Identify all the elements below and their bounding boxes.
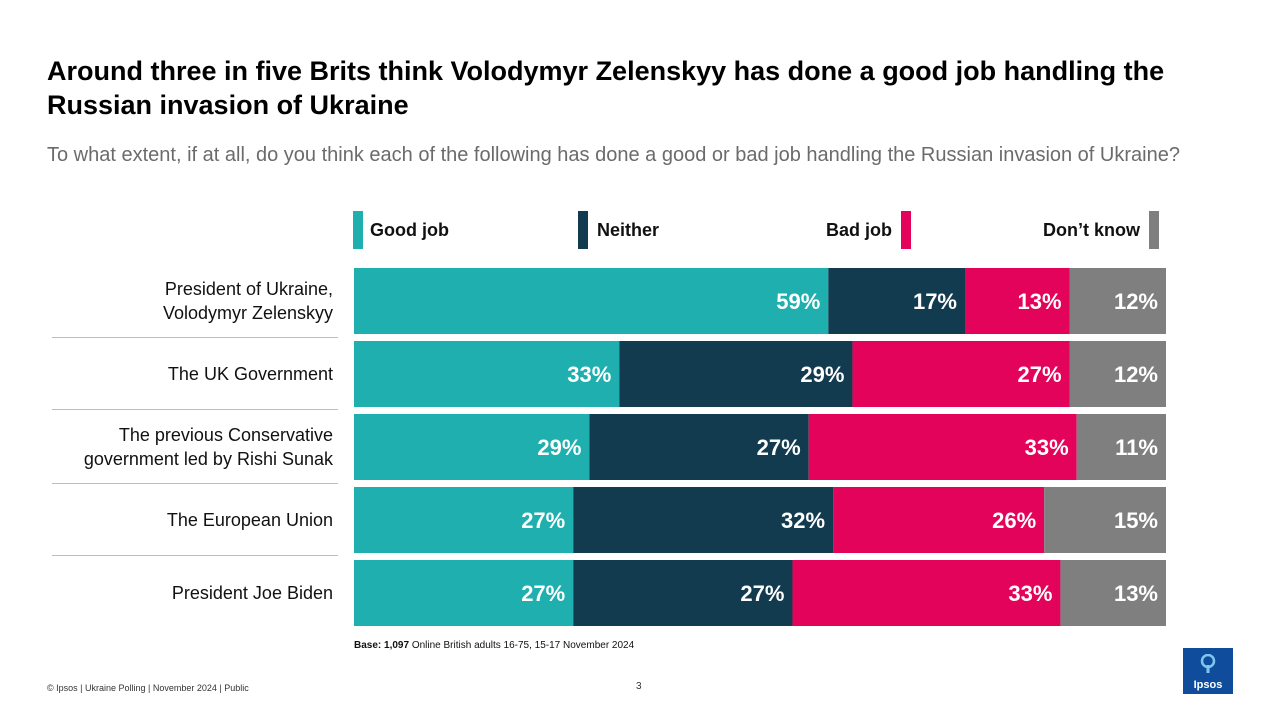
row-label: The European Union xyxy=(48,487,333,553)
bar-segment-good xyxy=(354,560,574,626)
row-divider xyxy=(52,555,338,556)
bar-segment-neither xyxy=(573,487,834,553)
data-label-neither: 27% xyxy=(757,435,801,460)
row-divider xyxy=(52,409,338,410)
footer-text: © Ipsos | Ukraine Polling | November 202… xyxy=(47,683,249,693)
bar-segment-good xyxy=(354,414,590,480)
base-note: Base: 1,097 Online British adults 16-75,… xyxy=(354,640,634,651)
data-label-dont-know: 13% xyxy=(1114,581,1158,606)
bar-segment-neither xyxy=(589,414,809,480)
ipsos-logo: Ipsos xyxy=(1183,648,1233,694)
legend-dont-know: Don’t know xyxy=(1043,211,1159,249)
legend-bad: Bad job xyxy=(826,211,911,249)
row-label-line: The previous Conservative xyxy=(118,425,333,445)
question-subtitle: To what extent, if at all, do you think … xyxy=(47,144,1180,166)
bar-segment-good xyxy=(354,268,829,334)
data-label-bad: 33% xyxy=(1025,435,1069,460)
data-label-good: 29% xyxy=(537,435,581,460)
bar-segment-dont-know xyxy=(1060,560,1166,626)
legend-bad-label: Bad job xyxy=(826,219,892,240)
ipsos-logo-mark-icon xyxy=(1200,654,1216,673)
data-label-good: 59% xyxy=(776,289,820,314)
bar-segment-bad xyxy=(965,268,1070,334)
page-title: Around three in five Brits think Volodym… xyxy=(47,56,1165,120)
legend-dont-know-label: Don’t know xyxy=(1043,219,1140,240)
base-note-text: Online British adults 16-75, 15-17 Novem… xyxy=(409,640,635,651)
legend-neither: Neither xyxy=(578,211,659,249)
row-label: President Joe Biden xyxy=(48,560,333,626)
data-label-bad: 13% xyxy=(1017,289,1061,314)
data-label-bad: 27% xyxy=(1017,362,1061,387)
bar-segment-neither xyxy=(573,560,793,626)
legend-good-label: Good job xyxy=(370,219,449,240)
row-label: The previous Conservative government led … xyxy=(48,414,333,480)
legend-neither-label: Neither xyxy=(597,219,660,240)
data-label-neither: 32% xyxy=(781,508,825,533)
data-label-dont-know: 12% xyxy=(1114,289,1158,314)
data-label-good: 27% xyxy=(521,508,565,533)
row-label-line: President Joe Biden xyxy=(171,583,333,603)
data-label-good: 27% xyxy=(521,581,565,606)
row-label-line: Volodymyr Zelenskyy xyxy=(162,303,333,323)
row-label: The UK Government xyxy=(48,341,333,407)
bar-segment-bad xyxy=(833,487,1045,553)
bar-segment-neither xyxy=(619,341,853,407)
row-divider xyxy=(52,483,338,484)
legend-bad-swatch xyxy=(901,211,911,249)
bar-segment-bad xyxy=(852,341,1070,407)
data-label-bad: 33% xyxy=(1008,581,1052,606)
data-label-good: 33% xyxy=(567,362,611,387)
row-label-line: President of Ukraine, xyxy=(164,279,333,299)
legend-dont-know-swatch xyxy=(1149,211,1159,249)
legend-good: Good job xyxy=(353,211,449,249)
bar-segment-dont-know xyxy=(1044,487,1166,553)
bar-segment-dont-know xyxy=(1069,268,1166,334)
data-label-dont-know: 11% xyxy=(1115,435,1158,460)
data-label-bad: 26% xyxy=(992,508,1036,533)
row-label-line: The European Union xyxy=(166,510,333,530)
ipsos-logo-text: Ipsos xyxy=(1193,679,1223,691)
bar-segment-good xyxy=(354,341,620,407)
row-label-line: The UK Government xyxy=(167,364,333,384)
data-label-neither: 29% xyxy=(800,362,844,387)
legend-good-swatch xyxy=(353,211,363,249)
page-number: 3 xyxy=(636,681,642,692)
bar-segment-neither xyxy=(828,268,966,334)
base-note-bold: Base: 1,097 xyxy=(354,640,410,651)
bar-segment-good xyxy=(354,487,574,553)
bar-segment-bad xyxy=(792,560,1061,626)
data-label-neither: 27% xyxy=(740,581,784,606)
row-divider xyxy=(52,337,338,338)
data-label-neither: 17% xyxy=(913,289,957,314)
bar-segment-dont-know xyxy=(1076,414,1166,480)
row-label-line: government led by Rishi Sunak xyxy=(83,449,333,469)
data-label-dont-know: 15% xyxy=(1114,508,1158,533)
data-label-dont-know: 12% xyxy=(1114,362,1158,387)
bar-segment-bad xyxy=(808,414,1077,480)
row-label: President of Ukraine, Volodymyr Zelenskyy xyxy=(48,268,333,334)
bar-segment-dont-know xyxy=(1069,341,1166,407)
legend-neither-swatch xyxy=(578,211,588,249)
